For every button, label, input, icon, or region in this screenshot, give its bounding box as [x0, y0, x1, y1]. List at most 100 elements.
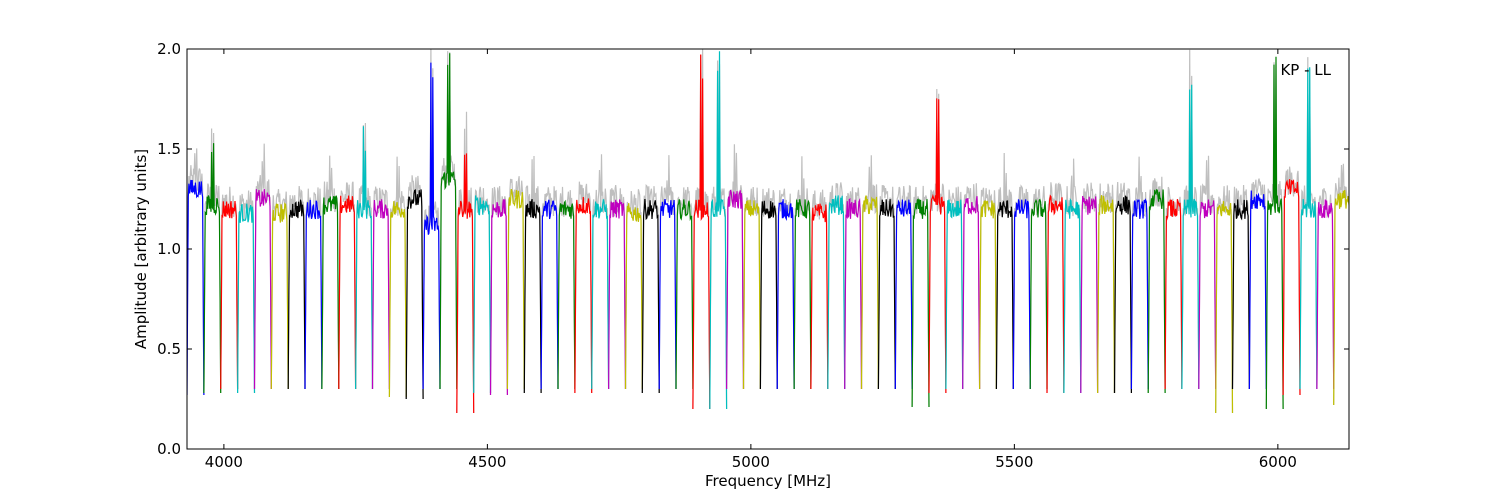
channel-line: [1046, 194, 1065, 394]
channel-line: [725, 189, 745, 390]
channel-line: [253, 189, 272, 390]
y-axis-ticks: 0.0 0.5 1.0 1.5 2.0: [157, 40, 1349, 458]
channel-line: [844, 197, 863, 390]
background-channel-line: [338, 181, 357, 390]
channel-line: [641, 198, 660, 394]
channel-line: [422, 62, 441, 390]
channel-line: [860, 195, 880, 390]
channel-line: [810, 203, 829, 390]
channel-line: [489, 199, 508, 396]
chart-annotation: KP - LL: [1280, 61, 1331, 79]
background-channel-line: [456, 111, 475, 414]
channel-line: [928, 98, 947, 394]
channel-line: [1282, 179, 1301, 396]
channel-line: [187, 179, 205, 396]
plot-area: [187, 49, 1349, 449]
background-channel-line: [1029, 186, 1048, 390]
channel-line: [1265, 56, 1284, 410]
y-tick-label: 1.0: [157, 240, 181, 258]
channel-line: [237, 203, 256, 394]
x-tick-label: 4500: [468, 453, 506, 471]
channel-line: [270, 202, 289, 390]
channel-line: [1164, 199, 1183, 390]
background-channel-line: [827, 182, 846, 390]
channel-line: [1012, 199, 1031, 390]
background-channel-line: [995, 152, 1014, 390]
channel-line: [709, 51, 728, 410]
channel-line: [388, 201, 407, 398]
channel-line: [304, 199, 323, 390]
channel-line: [371, 199, 390, 390]
channel-line: [675, 199, 694, 390]
channel-line: [338, 195, 357, 390]
channel-line: [827, 195, 846, 390]
channel-line: [1231, 199, 1251, 390]
background-channel-line: [810, 189, 829, 390]
background-channel-line: [725, 144, 745, 390]
channel-line: [591, 199, 610, 390]
channel-line: [405, 189, 424, 400]
channel-line: [1248, 190, 1267, 390]
channel-line: [574, 196, 593, 394]
channel-line: [321, 195, 340, 390]
channel-line: [978, 199, 998, 390]
channel-line: [557, 199, 576, 390]
background-channel-line: [388, 156, 407, 398]
channel-line: [1096, 195, 1116, 394]
background-channel-line: [894, 184, 913, 390]
channel-line: [945, 199, 964, 390]
channel-line: [1147, 189, 1166, 394]
channel-line: [287, 199, 306, 390]
channel-line: [911, 198, 930, 408]
channel-line: [1181, 84, 1200, 390]
channel-line: [439, 53, 458, 390]
channel-line: [607, 199, 627, 390]
channel-line: [1080, 195, 1099, 394]
x-tick-label: 5500: [995, 453, 1033, 471]
channel-line: [624, 203, 643, 390]
series-layer: [187, 49, 1349, 414]
channel-line: [1063, 198, 1082, 394]
x-axis-label: Frequency [MHz]: [705, 472, 831, 490]
channel-line: [877, 199, 896, 390]
background-channel-line: [405, 175, 424, 400]
channel-line: [355, 126, 374, 390]
y-tick-label: 2.0: [157, 40, 181, 58]
x-tick-label: 6000: [1259, 453, 1297, 471]
channel-line: [962, 196, 981, 390]
y-tick-label: 0.0: [157, 440, 181, 458]
x-tick-label: 4000: [205, 453, 243, 471]
channel-line: [1215, 201, 1234, 414]
background-channel-line: [253, 143, 272, 390]
channel-line: [506, 188, 525, 390]
channel-line: [759, 200, 778, 390]
channel-line: [692, 54, 711, 410]
channel-line: [1113, 195, 1133, 394]
channel-line: [456, 153, 475, 414]
background-channel-line: [1316, 188, 1335, 390]
channel-line: [1029, 198, 1048, 390]
x-tick-label: 5000: [732, 453, 770, 471]
background-channel-line: [658, 155, 677, 390]
channel-line: [1299, 67, 1318, 390]
channel-line: [473, 195, 492, 394]
channel-line: [776, 199, 795, 390]
background-channel-line: [1282, 166, 1301, 396]
background-channel-line: [557, 186, 576, 390]
channel-line: [658, 199, 677, 390]
x-axis-ticks: 4000 4500 5000 5500 6000: [205, 49, 1297, 471]
channel-line: [1130, 198, 1149, 390]
channel-line: [894, 199, 913, 390]
channel-line: [1198, 199, 1217, 390]
y-axis-label: Amplitude [arbitrary units]: [132, 149, 150, 349]
y-tick-label: 0.5: [157, 340, 181, 358]
channel-line: [1333, 190, 1349, 406]
channel-line: [220, 200, 239, 390]
channel-line: [995, 200, 1014, 390]
channel-line: [203, 143, 222, 394]
channel-line: [793, 199, 812, 390]
channel-line: [1316, 199, 1335, 390]
background-channel-line: [1113, 181, 1133, 394]
channel-line: [742, 199, 762, 390]
